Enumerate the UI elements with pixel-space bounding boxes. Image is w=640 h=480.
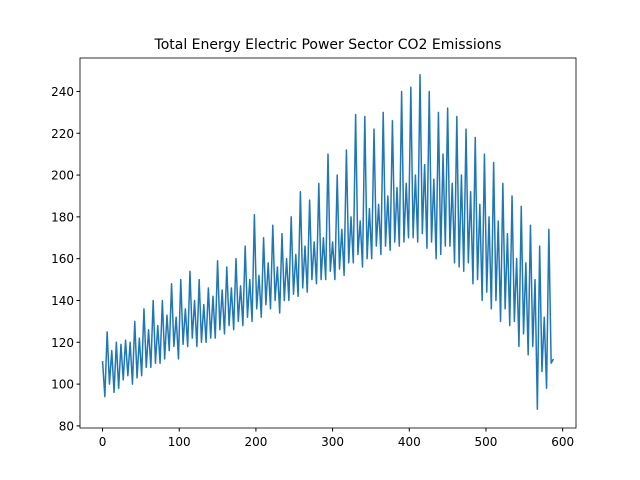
chart-title: Total Energy Electric Power Sector CO2 E…	[154, 37, 502, 53]
x-tick-label: 600	[551, 435, 574, 449]
y-tick-label: 180	[51, 210, 74, 224]
y-tick-label: 100	[51, 378, 74, 392]
y-tick-label: 160	[51, 252, 74, 266]
y-tick-label: 240	[51, 85, 74, 99]
x-tick-label: 500	[475, 435, 498, 449]
y-tick-label: 200	[51, 169, 74, 183]
x-tick-label: 200	[244, 435, 267, 449]
x-tick-label: 400	[398, 435, 421, 449]
x-tick-label: 100	[168, 435, 191, 449]
line	[101, 73, 555, 410]
y-tick-label: 220	[51, 127, 74, 141]
y-tick-label: 120	[51, 336, 74, 350]
y-tick-label: 80	[59, 419, 74, 433]
x-tick-label: 300	[321, 435, 344, 449]
plot-frame	[79, 57, 577, 429]
x-tick-label: 0	[99, 435, 107, 449]
y-tick-label: 140	[51, 294, 74, 308]
